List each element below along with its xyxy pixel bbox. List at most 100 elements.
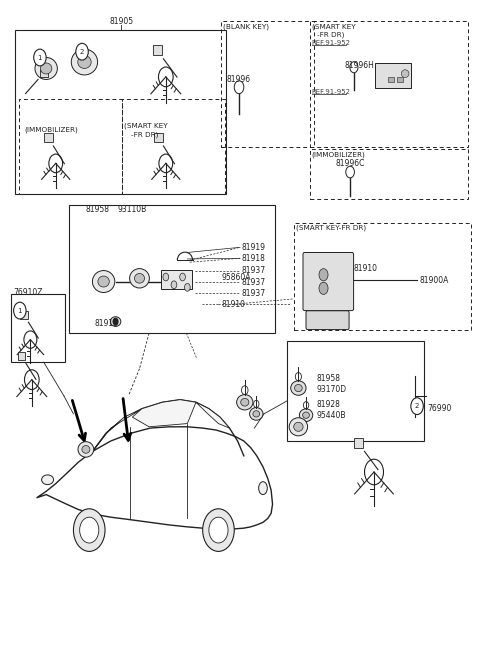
Ellipse shape [289, 418, 308, 436]
FancyBboxPatch shape [306, 311, 349, 329]
Circle shape [163, 273, 168, 281]
Text: 81928: 81928 [317, 400, 340, 409]
Ellipse shape [42, 475, 54, 485]
Circle shape [113, 318, 118, 325]
Bar [18, 352, 25, 360]
Text: 81958: 81958 [86, 205, 110, 214]
Text: 81910: 81910 [221, 300, 245, 309]
Text: (SMART KEY-FR DR): (SMART KEY-FR DR) [297, 225, 367, 231]
Ellipse shape [78, 442, 94, 457]
Ellipse shape [295, 384, 302, 391]
Text: (IMMOBILIZER): (IMMOBILIZER) [24, 127, 78, 133]
Circle shape [180, 273, 185, 281]
Ellipse shape [291, 381, 306, 395]
Ellipse shape [40, 63, 52, 74]
Bar [20, 311, 28, 319]
Bar [311, 21, 468, 148]
Ellipse shape [294, 422, 303, 432]
Text: 81958: 81958 [317, 374, 341, 383]
Text: 81918: 81918 [241, 254, 265, 263]
Bar [161, 270, 192, 289]
Circle shape [184, 283, 190, 291]
Ellipse shape [98, 276, 109, 287]
Bar [11, 294, 65, 362]
Text: (IMMOBILIZER): (IMMOBILIZER) [312, 151, 366, 158]
Bar [375, 63, 411, 89]
Text: 81910: 81910 [354, 264, 378, 273]
Text: 81937: 81937 [241, 266, 265, 275]
Text: 76990: 76990 [428, 404, 452, 413]
Bar [44, 133, 53, 142]
Ellipse shape [35, 58, 57, 80]
Text: 81996C: 81996C [336, 159, 365, 168]
Circle shape [13, 302, 26, 319]
Ellipse shape [253, 411, 260, 417]
Bar [153, 45, 162, 55]
Bar [354, 438, 363, 448]
Text: -FR DR): -FR DR) [131, 131, 158, 138]
Circle shape [73, 509, 105, 551]
Polygon shape [132, 400, 196, 427]
Text: 81900A: 81900A [420, 276, 449, 285]
Text: 81996H: 81996H [344, 61, 374, 70]
Text: 1: 1 [38, 54, 42, 61]
Circle shape [209, 517, 228, 543]
Text: 2: 2 [80, 49, 84, 55]
Bar [287, 341, 424, 441]
Polygon shape [93, 409, 142, 452]
Text: 81905: 81905 [109, 17, 133, 26]
Circle shape [80, 517, 99, 543]
Circle shape [203, 509, 234, 551]
Text: (SMART KEY: (SMART KEY [312, 23, 355, 30]
Circle shape [171, 281, 177, 289]
Bar [294, 223, 471, 330]
Text: REF.91-952: REF.91-952 [312, 89, 351, 95]
Text: 93170D: 93170D [317, 385, 347, 394]
Text: 93110B: 93110B [118, 205, 147, 214]
Text: 2: 2 [415, 403, 419, 409]
Ellipse shape [237, 395, 253, 410]
Ellipse shape [240, 399, 249, 406]
Circle shape [411, 398, 423, 415]
Text: -FR DR): -FR DR) [317, 31, 344, 38]
Ellipse shape [110, 317, 121, 326]
Ellipse shape [93, 270, 115, 292]
Text: (BLANK KEY): (BLANK KEY) [223, 23, 269, 30]
Text: REF.91-952: REF.91-952 [312, 40, 351, 47]
Text: (SMART KEY: (SMART KEY [124, 123, 168, 129]
Circle shape [319, 269, 328, 281]
Text: 76910Z: 76910Z [13, 288, 43, 297]
Ellipse shape [130, 269, 149, 288]
Ellipse shape [134, 274, 144, 283]
Bar [69, 205, 275, 333]
Text: 81937: 81937 [241, 278, 265, 287]
Polygon shape [36, 427, 273, 529]
Text: 95860A: 95860A [222, 272, 252, 281]
Ellipse shape [401, 70, 409, 78]
Bar [122, 99, 225, 194]
Bar [19, 99, 122, 194]
Bar [397, 77, 403, 82]
Ellipse shape [303, 412, 310, 419]
Ellipse shape [250, 408, 263, 420]
Ellipse shape [72, 49, 97, 75]
Circle shape [319, 282, 328, 294]
Bar [154, 133, 163, 142]
Text: 81913: 81913 [94, 319, 118, 328]
Text: 95440B: 95440B [317, 411, 346, 420]
Bar [388, 77, 394, 82]
Circle shape [34, 49, 46, 66]
Ellipse shape [82, 446, 90, 454]
Text: 81937: 81937 [241, 289, 265, 298]
Circle shape [76, 43, 88, 60]
Bar [15, 30, 226, 194]
Bar [39, 69, 48, 77]
FancyBboxPatch shape [303, 252, 354, 311]
Ellipse shape [259, 481, 267, 494]
Ellipse shape [78, 56, 91, 69]
Text: 81996: 81996 [227, 75, 251, 84]
Polygon shape [196, 402, 229, 428]
Text: 81919: 81919 [241, 243, 265, 252]
Bar [311, 149, 468, 199]
Ellipse shape [300, 409, 313, 421]
